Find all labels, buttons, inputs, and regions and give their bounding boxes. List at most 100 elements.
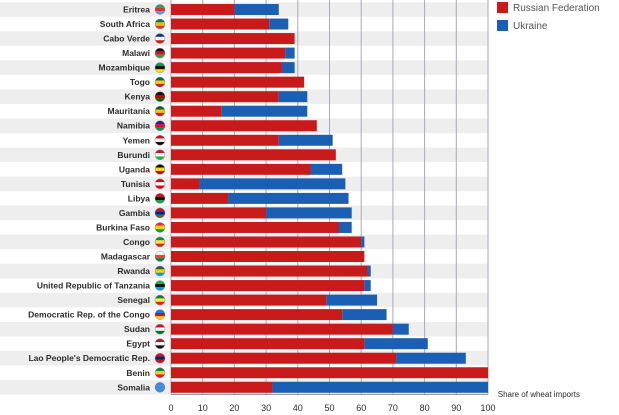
flag-icon [154, 62, 166, 73]
flag-icon [154, 352, 166, 364]
flag-icon [154, 338, 166, 349]
bar-segment [171, 192, 229, 204]
country-label: Kenya [124, 92, 150, 102]
x-tick-label: 0 [168, 403, 173, 413]
bar-segment [326, 294, 378, 306]
country-label: Mozambique [99, 63, 151, 73]
bar-segment [278, 134, 333, 146]
flag-icon [154, 33, 166, 44]
bar-segment [234, 4, 279, 15]
legend-label: Ukraine [513, 21, 548, 32]
country-label: Tunisia [121, 179, 150, 189]
bar-segment [278, 91, 308, 103]
country-label: Libya [128, 193, 150, 203]
flag-icon [154, 236, 166, 248]
country-label: Benin [126, 368, 150, 378]
flag-icon [154, 47, 166, 59]
bar-segment [364, 280, 371, 292]
flag-icon [154, 280, 166, 291]
bar-segment [392, 323, 409, 335]
bar-segment [171, 105, 222, 117]
bar-segment [171, 47, 286, 59]
flag-icon [154, 149, 166, 161]
bar-segment [171, 323, 393, 335]
bar-segment [171, 236, 362, 248]
x-tick-label: 70 [388, 403, 398, 413]
flag-icon [154, 251, 166, 262]
country-label: Egypt [126, 339, 150, 349]
country-label: Mauritania [107, 106, 150, 116]
flag-icon [154, 222, 166, 233]
country-label: Senegal [117, 295, 150, 305]
flag-icon [154, 4, 166, 15]
flag-icon [154, 120, 166, 131]
bar-segment [171, 120, 317, 132]
flag-icon [154, 367, 166, 378]
bar-segment [367, 265, 371, 277]
bar-segment [171, 134, 279, 146]
flag-icon [154, 18, 166, 30]
country-label: Uganda [119, 164, 150, 174]
country-label: Democratic Rep. of the Congo [28, 310, 150, 320]
flag-icon [154, 382, 166, 393]
bar-segment [310, 163, 343, 175]
country-label: Cabo Verde [103, 34, 150, 44]
bar-segment [228, 192, 349, 204]
flag-icons [154, 4, 166, 393]
flag-icon [154, 76, 166, 88]
bar-segment [171, 18, 270, 30]
country-label: United Republic of Tanzania [37, 281, 150, 291]
x-tick-label: 80 [420, 403, 430, 413]
bar-segment [171, 163, 311, 175]
country-label: Rwanda [117, 266, 150, 276]
bar-segment [171, 149, 336, 161]
x-tick-label: 60 [356, 403, 366, 413]
bar-segment [281, 62, 295, 74]
country-label: Namibia [117, 121, 150, 131]
country-label: South Africa [100, 19, 150, 29]
legend-swatch [497, 20, 508, 31]
flag-icon [154, 105, 166, 117]
flag-icon [154, 91, 166, 102]
bar-segment [364, 338, 428, 350]
legend-swatch [497, 2, 508, 13]
bar-segment [171, 251, 365, 263]
x-tick-label: 30 [261, 403, 271, 413]
country-label: Somalia [117, 382, 150, 392]
bar-segment [342, 309, 387, 321]
flag-icon [154, 323, 166, 335]
bar-segment [266, 207, 352, 219]
flag-icon [154, 265, 166, 277]
bar-segment [171, 280, 365, 292]
country-label: Malawi [122, 48, 150, 58]
bar-segment [272, 381, 488, 393]
legend: Russian Federation Ukraine [497, 2, 600, 32]
bar-segment [171, 178, 200, 190]
bar-segment [171, 76, 305, 88]
country-label: Burundi [117, 150, 150, 160]
bar-segment [396, 352, 466, 364]
flag-icon [154, 207, 166, 219]
bar-segment [269, 18, 289, 30]
country-label: Burkina Faso [96, 222, 150, 232]
bar-segment [199, 178, 346, 190]
country-label: Sudan [124, 324, 150, 334]
flag-icon [154, 193, 166, 204]
bar-segment [171, 381, 273, 393]
legend-label: Russian Federation [513, 3, 600, 14]
x-axis-title: Share of wheat imports [498, 390, 580, 399]
bar-segment [361, 236, 365, 248]
x-tick-label: 50 [324, 403, 334, 413]
x-tick-label: 100 [480, 403, 495, 413]
x-axis: 0 10 20 30 40 50 60 70 80 90 100 [168, 394, 496, 413]
flag-icon [154, 309, 166, 320]
bars [171, 4, 488, 393]
country-label: Eritrea [123, 5, 150, 15]
bar-segment [171, 294, 327, 306]
country-labels: Eritrea South Africa Cabo Verde Malawi Mozam… [28, 5, 151, 393]
bar-segment [171, 309, 343, 321]
country-label: Gambia [119, 208, 150, 218]
bar-segment [171, 4, 235, 15]
bar-segment [171, 221, 340, 233]
